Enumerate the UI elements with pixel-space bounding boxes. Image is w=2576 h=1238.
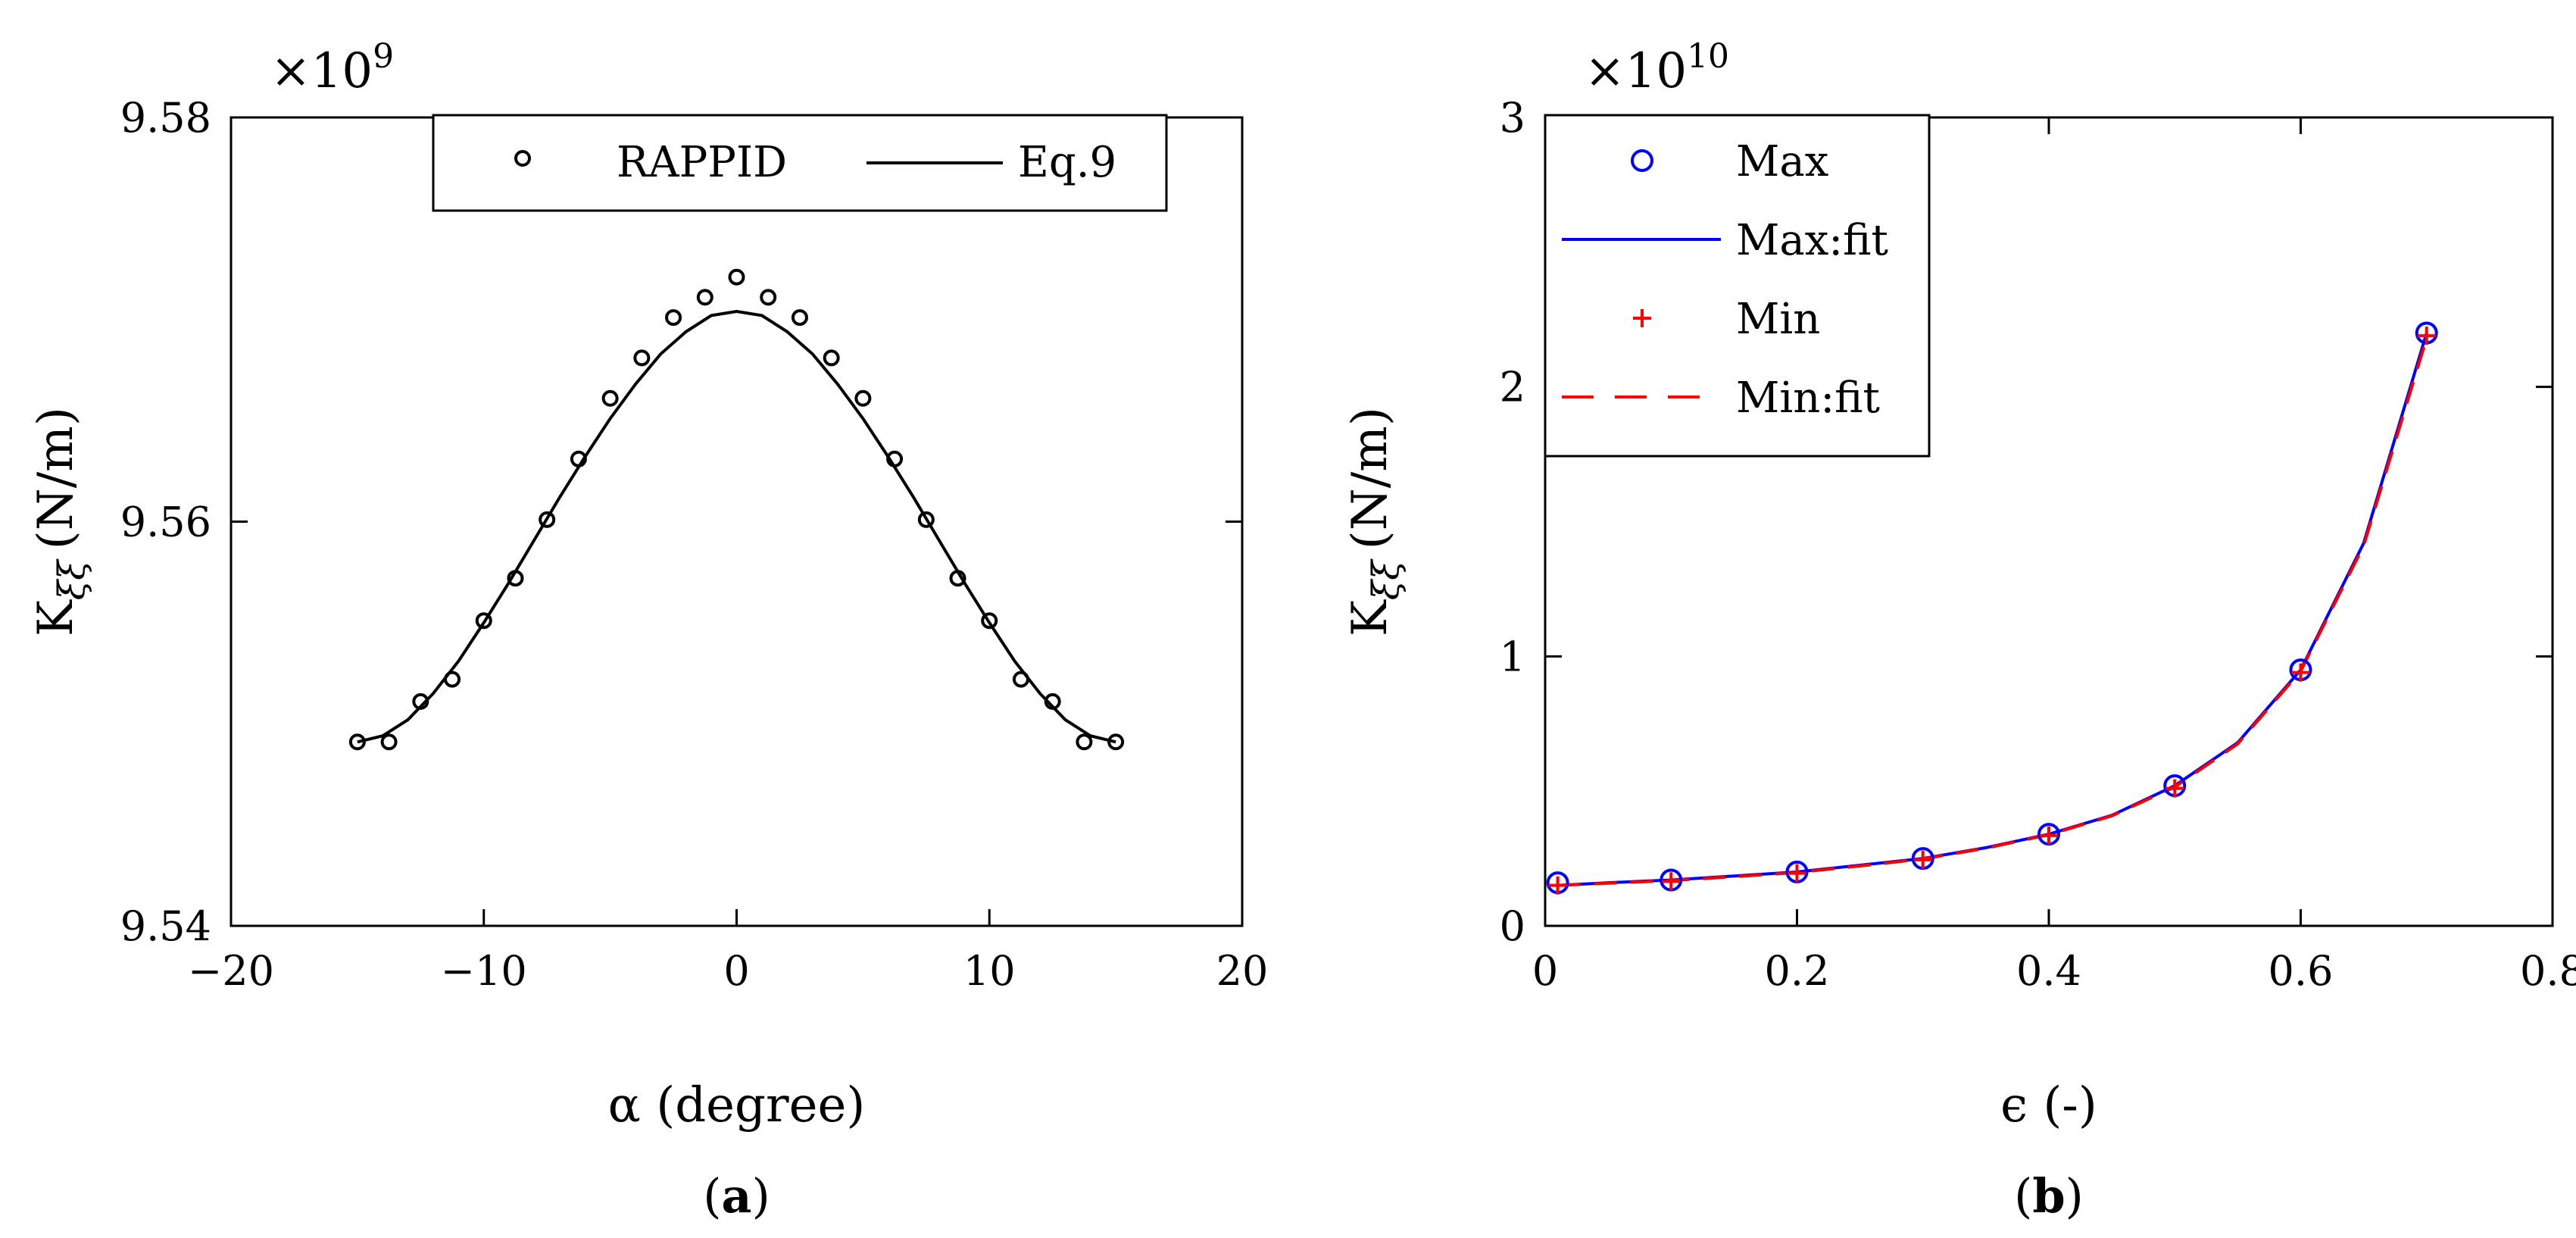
data-point-rappid [823, 349, 840, 367]
y-tick-label: 0 [1500, 902, 1525, 950]
data-point-rappid [917, 511, 935, 528]
data-point-rappid [1012, 671, 1029, 688]
exponent-label: ×1010 [1585, 37, 1729, 99]
panel-label: (a) [703, 1168, 770, 1224]
data-point-min [2417, 327, 2436, 345]
panel-label-open: ( [2014, 1168, 2032, 1224]
data-point-rappid [696, 289, 713, 306]
data-point-rappid [539, 511, 556, 528]
panel-label-letter: b [2032, 1168, 2065, 1224]
data-point-rappid [665, 309, 682, 327]
y-label-unit: (N/m) [28, 407, 84, 549]
y-tick-label: 9.54 [120, 902, 211, 950]
x-tick-label: −10 [441, 947, 527, 995]
data-point-rappid [1107, 733, 1125, 751]
legend-marker-rappid [514, 150, 531, 167]
y-tick-label: 9.58 [120, 94, 211, 142]
data-point-min [2040, 826, 2058, 845]
y-label-subscript: ξξ [1365, 558, 1407, 600]
y-axis-label: Kξξ (N/m) [28, 407, 93, 636]
x-tick-label: 0.6 [2268, 947, 2334, 995]
panel-a: −20 −10 0 10 20 9.54 9.56 9.58 ×109 α (degree) Kξξ… [28, 37, 1268, 1224]
exponent-power: 9 [373, 37, 394, 76]
x-axis-label: α (degree) [608, 1077, 866, 1133]
legend-label-max-fit: Max:fit [1736, 216, 1889, 265]
panel-b: 0 0.2 0.4 0.6 0.8 0 1 2 3 ×1010 ϵ (-) Kξξ (N/m) (b) Ma… [1342, 37, 2576, 1224]
y-tick-label: 9.56 [120, 499, 211, 546]
data-point-min [1662, 872, 1681, 891]
exponent-base: ×10 [270, 43, 373, 99]
legend-label-max: Max [1736, 137, 1828, 186]
x-tick-label: 0 [723, 947, 749, 995]
data-point-rappid [1044, 692, 1061, 710]
legend-box [1544, 114, 1931, 458]
exponent-power: 10 [1687, 37, 1729, 76]
data-point-rappid [949, 570, 966, 587]
data-point-rappid [1076, 733, 1093, 751]
legend: RAPPID Eq.9 [432, 114, 1168, 212]
x-tick-label: 0 [1532, 947, 1558, 995]
x-tick-label: 0.2 [1765, 947, 1830, 995]
x-axis-label: ϵ (-) [2000, 1077, 2097, 1133]
panel-label: (b) [2014, 1168, 2084, 1224]
y-label-subscript: ξξ [51, 558, 93, 600]
data-point-min [2165, 779, 2184, 798]
axes-box [229, 116, 1244, 927]
data-point-rappid [791, 309, 808, 327]
legend-marker-max [1631, 149, 1653, 172]
legend-label-min: Min [1736, 295, 1820, 344]
data-point-rappid [981, 612, 998, 630]
data-point-rappid [728, 268, 745, 286]
data-point-min [2291, 663, 2310, 682]
x-tick-label: 20 [1216, 947, 1269, 995]
y-tick-label: 3 [1500, 94, 1525, 142]
y-tick-label: 1 [1500, 633, 1525, 680]
legend-marker-min [1633, 309, 1651, 327]
y-label-main: K [28, 599, 84, 636]
data-point-rappid [633, 349, 651, 367]
series-line-min-fit [1557, 338, 2428, 887]
y-axis-label: Kξξ (N/m) [1342, 407, 1407, 636]
data-point-rappid [854, 389, 872, 407]
panel-label-close: ) [752, 1168, 770, 1224]
legend: Max Max:fit Min Min:fit [1544, 114, 1931, 458]
data-point-rappid [886, 450, 904, 467]
data-point-rappid [444, 671, 461, 688]
panel-label-close: ) [2065, 1168, 2084, 1224]
data-point-min [1913, 850, 1932, 869]
exponent-label: ×109 [270, 37, 394, 99]
data-point-rappid [475, 612, 492, 630]
legend-label-rappid: RAPPID [617, 138, 787, 187]
exponent-base: ×10 [1585, 43, 1687, 99]
x-tick-label: 10 [963, 947, 1016, 995]
data-point-min [1788, 864, 1806, 883]
data-point-rappid [760, 289, 777, 306]
legend-label-min-fit: Min:fit [1736, 374, 1881, 423]
data-point-rappid [380, 733, 398, 751]
data-point-rappid [507, 570, 524, 587]
y-label-unit: (N/m) [1342, 407, 1398, 549]
data-point-rappid [570, 450, 587, 467]
y-label-main: K [1342, 599, 1398, 636]
x-tick-label: 0.4 [2016, 947, 2081, 995]
data-point-rappid [412, 692, 429, 710]
data-point-min [1548, 876, 1567, 895]
x-tick-label: −20 [188, 947, 274, 995]
legend-box [432, 114, 1168, 212]
legend-label-eq9: Eq.9 [1018, 138, 1116, 187]
panel-label-open: ( [703, 1168, 721, 1224]
x-tick-label: 0.8 [2520, 947, 2576, 995]
series-line-eq-9 [357, 310, 1116, 744]
data-point-rappid [601, 389, 619, 407]
y-tick-label: 2 [1500, 364, 1525, 411]
panel-label-letter: a [721, 1168, 751, 1224]
data-point-rappid [348, 733, 366, 751]
